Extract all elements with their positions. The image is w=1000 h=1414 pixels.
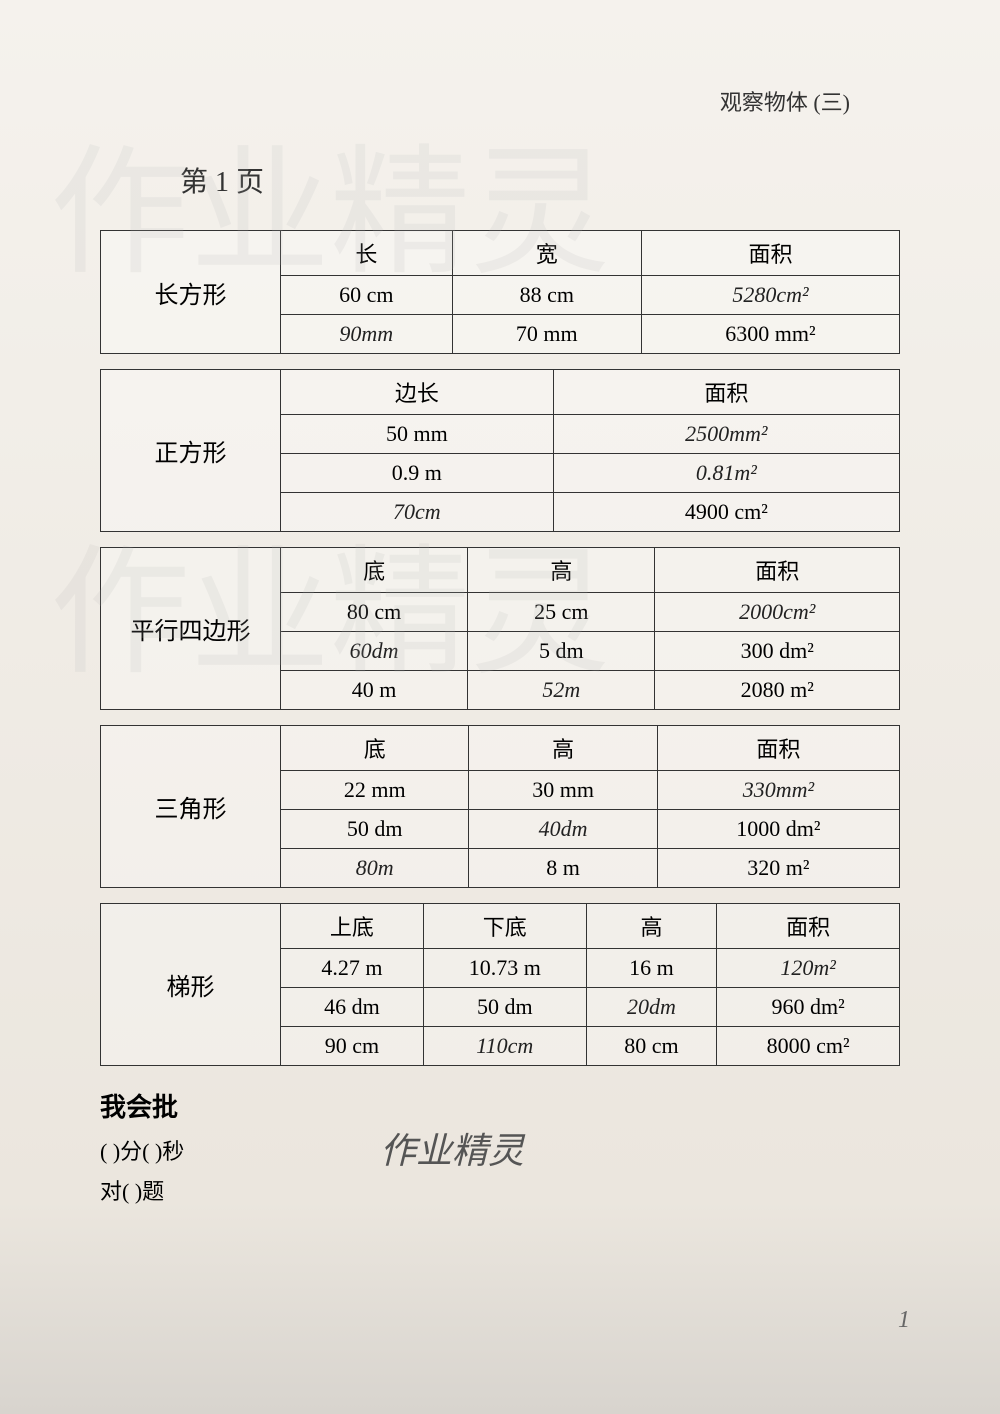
- sq-r2-c1: 0.9 m: [281, 454, 554, 493]
- trap-r1-c1: 4.27 m: [281, 949, 424, 988]
- page-title: 第 1 页: [180, 160, 920, 200]
- trap-r3-c3: 80 cm: [586, 1027, 717, 1066]
- para-r2-c3: 300 dm²: [655, 632, 900, 671]
- tri-header-height: 高: [469, 726, 657, 771]
- para-r2-c1: 60dm: [281, 632, 468, 671]
- tri-r2-c2: 40dm: [469, 810, 657, 849]
- para-header-base: 底: [281, 548, 468, 593]
- watermark-center: 作业精灵: [380, 1122, 524, 1174]
- sq-header-area: 面积: [553, 370, 899, 415]
- chapter-header: 观察物体 (三): [720, 85, 850, 117]
- tri-r3-c3: 320 m²: [657, 849, 899, 888]
- tri-label: 三角形: [101, 726, 281, 888]
- square-table: 正方形 边长 面积 50 mm 2500mm² 0.9 m 0.81m² 70c…: [100, 369, 900, 532]
- para-r3-c3: 2080 m²: [655, 671, 900, 710]
- tri-r1-c3: 330mm²: [657, 771, 899, 810]
- sq-r1-c2: 2500mm²: [553, 415, 899, 454]
- trap-r3-c1: 90 cm: [281, 1027, 424, 1066]
- trap-header-top: 上底: [281, 904, 424, 949]
- sq-r3-c2: 4900 cm²: [553, 493, 899, 532]
- rect-header-length: 长: [281, 231, 453, 276]
- parallelogram-table: 平行四边形 底 高 面积 80 cm 25 cm 2000cm² 60dm 5 …: [100, 547, 900, 710]
- tri-header-area: 面积: [657, 726, 899, 771]
- trap-header-height: 高: [586, 904, 717, 949]
- para-header-area: 面积: [655, 548, 900, 593]
- trapezoid-table: 梯形 上底 下底 高 面积 4.27 m 10.73 m 16 m 120m² …: [100, 903, 900, 1066]
- tri-r2-c3: 1000 dm²: [657, 810, 899, 849]
- footer-line1: ( )分( )秒: [100, 1134, 184, 1166]
- trap-r2-c1: 46 dm: [281, 988, 424, 1027]
- para-header-height: 高: [468, 548, 655, 593]
- tri-header-base: 底: [281, 726, 469, 771]
- tri-r2-c1: 50 dm: [281, 810, 469, 849]
- sq-r1-c1: 50 mm: [281, 415, 554, 454]
- rect-r2-c3: 6300 mm²: [641, 315, 899, 354]
- trap-r2-c2: 50 dm: [423, 988, 586, 1027]
- trap-r2-c3: 20dm: [586, 988, 717, 1027]
- footer-line2: 对( )题: [100, 1174, 184, 1206]
- tables-container: 长方形 长 宽 面积 60 cm 88 cm 5280cm² 90mm 70 m…: [100, 230, 900, 1066]
- rect-r1-c3: 5280cm²: [641, 276, 899, 315]
- rect-r2-c2: 70 mm: [452, 315, 641, 354]
- rect-r1-c1: 60 cm: [281, 276, 453, 315]
- rect-header-width: 宽: [452, 231, 641, 276]
- trap-r3-c4: 8000 cm²: [717, 1027, 900, 1066]
- para-r1-c1: 80 cm: [281, 593, 468, 632]
- rect-header-area: 面积: [641, 231, 899, 276]
- rectangle-table: 长方形 长 宽 面积 60 cm 88 cm 5280cm² 90mm 70 m…: [100, 230, 900, 354]
- trap-label: 梯形: [101, 904, 281, 1066]
- para-r2-c2: 5 dm: [468, 632, 655, 671]
- footer-section: 我会批 ( )分( )秒 对( )题: [100, 1087, 184, 1214]
- para-label: 平行四边形: [101, 548, 281, 710]
- para-r1-c3: 2000cm²: [655, 593, 900, 632]
- tri-r1-c2: 30 mm: [469, 771, 657, 810]
- trap-r1-c2: 10.73 m: [423, 949, 586, 988]
- trap-header-bottom: 下底: [423, 904, 586, 949]
- triangle-table: 三角形 底 高 面积 22 mm 30 mm 330mm² 50 dm 40dm…: [100, 725, 900, 888]
- trap-r1-c4: 120m²: [717, 949, 900, 988]
- square-label: 正方形: [101, 370, 281, 532]
- trap-header-area: 面积: [717, 904, 900, 949]
- sq-header-side: 边长: [281, 370, 554, 415]
- page-number: 1: [898, 1307, 910, 1334]
- rect-r1-c2: 88 cm: [452, 276, 641, 315]
- trap-r1-c3: 16 m: [586, 949, 717, 988]
- trap-r3-c2: 110cm: [423, 1027, 586, 1066]
- tri-r1-c1: 22 mm: [281, 771, 469, 810]
- para-r3-c2: 52m: [468, 671, 655, 710]
- rectangle-label: 长方形: [101, 231, 281, 354]
- para-r1-c2: 25 cm: [468, 593, 655, 632]
- sq-r3-c1: 70cm: [281, 493, 554, 532]
- tri-r3-c1: 80m: [281, 849, 469, 888]
- rect-r2-c1: 90mm: [281, 315, 453, 354]
- sq-r2-c2: 0.81m²: [553, 454, 899, 493]
- footer-title: 我会批: [100, 1087, 184, 1124]
- trap-r2-c4: 960 dm²: [717, 988, 900, 1027]
- para-r3-c1: 40 m: [281, 671, 468, 710]
- tri-r3-c2: 8 m: [469, 849, 657, 888]
